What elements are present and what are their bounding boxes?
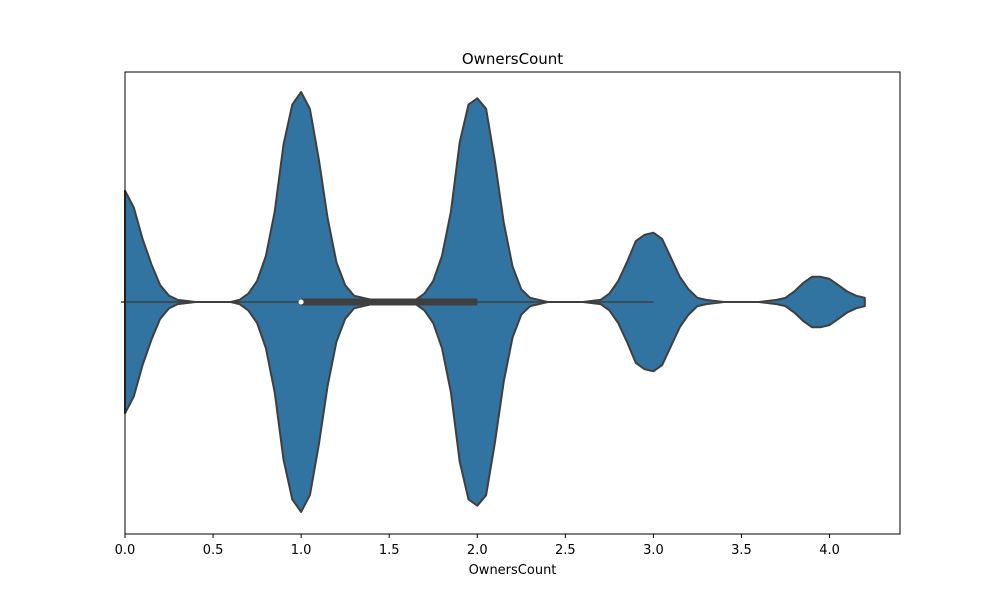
x-tick-label: 1.5 [379,543,400,558]
plot-area [121,91,866,513]
x-tick-label: 0.5 [203,543,224,558]
chart-title: OwnersCount [462,50,563,68]
x-axis-label: OwnersCount [469,563,557,578]
plot-frame [124,71,901,535]
x-tick-label: 1.0 [291,543,312,558]
box-median-marker [298,299,304,305]
x-tick-label: 4.0 [819,543,840,558]
x-axis: 0.0 0.5 1.0 1.5 2.0 2.5 3.0 3.5 4.0 [115,534,840,558]
x-tick-label: 3.5 [731,543,752,558]
x-tick-label: 0.0 [115,543,136,558]
box-iqr [301,298,478,306]
x-tick-label: 3.0 [643,543,664,558]
x-tick-label: 2.5 [555,543,576,558]
x-tick-label: 2.0 [467,543,488,558]
